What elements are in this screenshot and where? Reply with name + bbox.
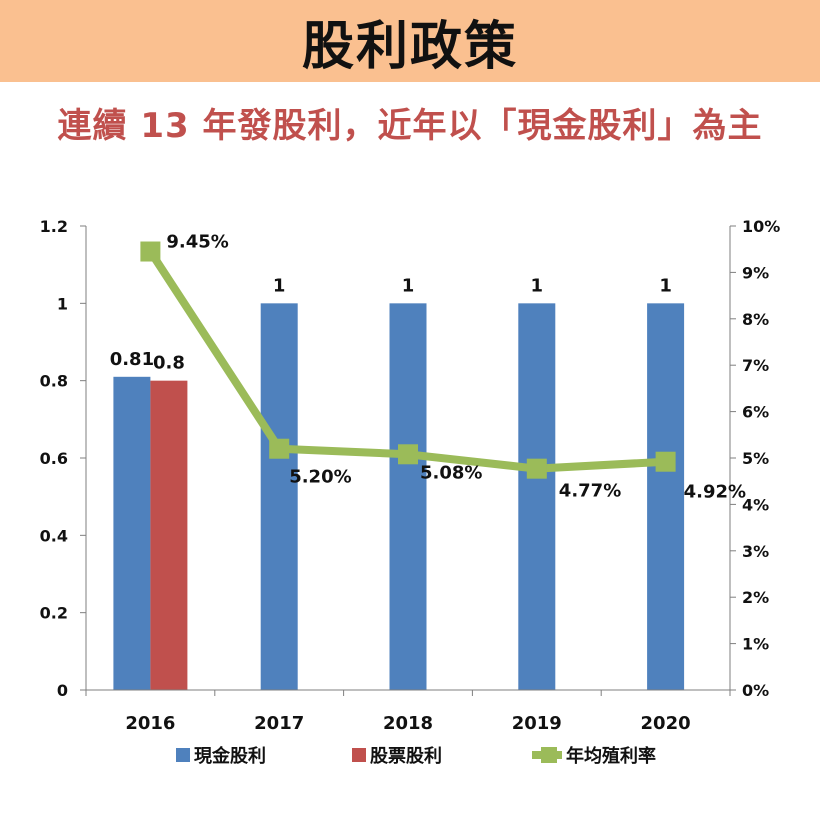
bar-2016-股票股利 [150, 380, 188, 690]
page-subtitle: 連續 13 年發股利，近年以「現金股利」為主 [57, 106, 763, 146]
legend-swatch-marker [541, 747, 557, 763]
legend-swatch-現金股利 [176, 748, 190, 762]
right-tick-label: 4% [742, 495, 769, 514]
bar-data-label: 0.8 [153, 353, 185, 374]
legend-label: 現金股利 [194, 745, 266, 767]
x-tick-label: 2017 [254, 713, 304, 734]
yield-marker-2018 [398, 444, 418, 465]
left-tick-label: 1.2 [40, 217, 68, 236]
left-tick-label: 1 [57, 294, 68, 313]
bar-data-label: 1 [531, 275, 544, 296]
right-tick-label: 8% [742, 310, 769, 329]
bar-data-label: 1 [659, 275, 672, 296]
yield-data-label: 5.08% [420, 462, 482, 483]
x-tick-label: 2016 [125, 713, 175, 734]
left-tick-label: 0 [57, 681, 68, 700]
left-tick-label: 0.4 [40, 526, 68, 545]
yield-data-label: 5.20% [289, 467, 351, 488]
x-tick-label: 2019 [512, 713, 562, 734]
right-tick-label: 0% [742, 681, 769, 700]
right-tick-label: 6% [742, 403, 769, 422]
legend-swatch-股票股利 [352, 748, 366, 762]
left-tick-label: 0.8 [40, 372, 68, 391]
x-tick-label: 2020 [641, 713, 691, 734]
page-title: 股利政策 [301, 16, 518, 77]
yield-data-label: 9.45% [166, 232, 228, 253]
right-tick-label: 2% [742, 588, 769, 607]
bar-2020-現金股利 [647, 303, 685, 690]
bar-data-label: 1 [402, 275, 415, 296]
right-tick-label: 10% [742, 217, 780, 236]
left-tick-label: 0.6 [40, 449, 68, 468]
legend-label: 年均殖利率 [566, 745, 656, 767]
legend-label: 股票股利 [369, 745, 442, 767]
bar-data-label: 1 [273, 275, 286, 296]
bar-2016-現金股利 [113, 376, 151, 690]
right-tick-label: 3% [742, 542, 769, 561]
bar-2019-現金股利 [518, 303, 556, 690]
right-tick-label: 5% [742, 449, 769, 468]
bar-2018-現金股利 [389, 303, 427, 690]
yield-data-label: 4.92% [684, 482, 746, 503]
bar-2017-現金股利 [260, 303, 298, 690]
yield-marker-2017 [269, 438, 290, 459]
left-tick-label: 0.2 [40, 604, 68, 623]
x-tick-label: 2018 [383, 713, 433, 734]
right-tick-label: 1% [742, 635, 769, 654]
yield-data-label: 4.77% [559, 481, 621, 502]
right-tick-label: 9% [742, 263, 769, 282]
yield-marker-2019 [526, 458, 547, 479]
yield-marker-2020 [655, 451, 676, 472]
yield-marker-2016 [140, 241, 161, 262]
bar-data-label: 0.81 [110, 349, 154, 370]
right-tick-label: 7% [742, 356, 769, 375]
header-banner: 股利政策 [0, 0, 820, 82]
